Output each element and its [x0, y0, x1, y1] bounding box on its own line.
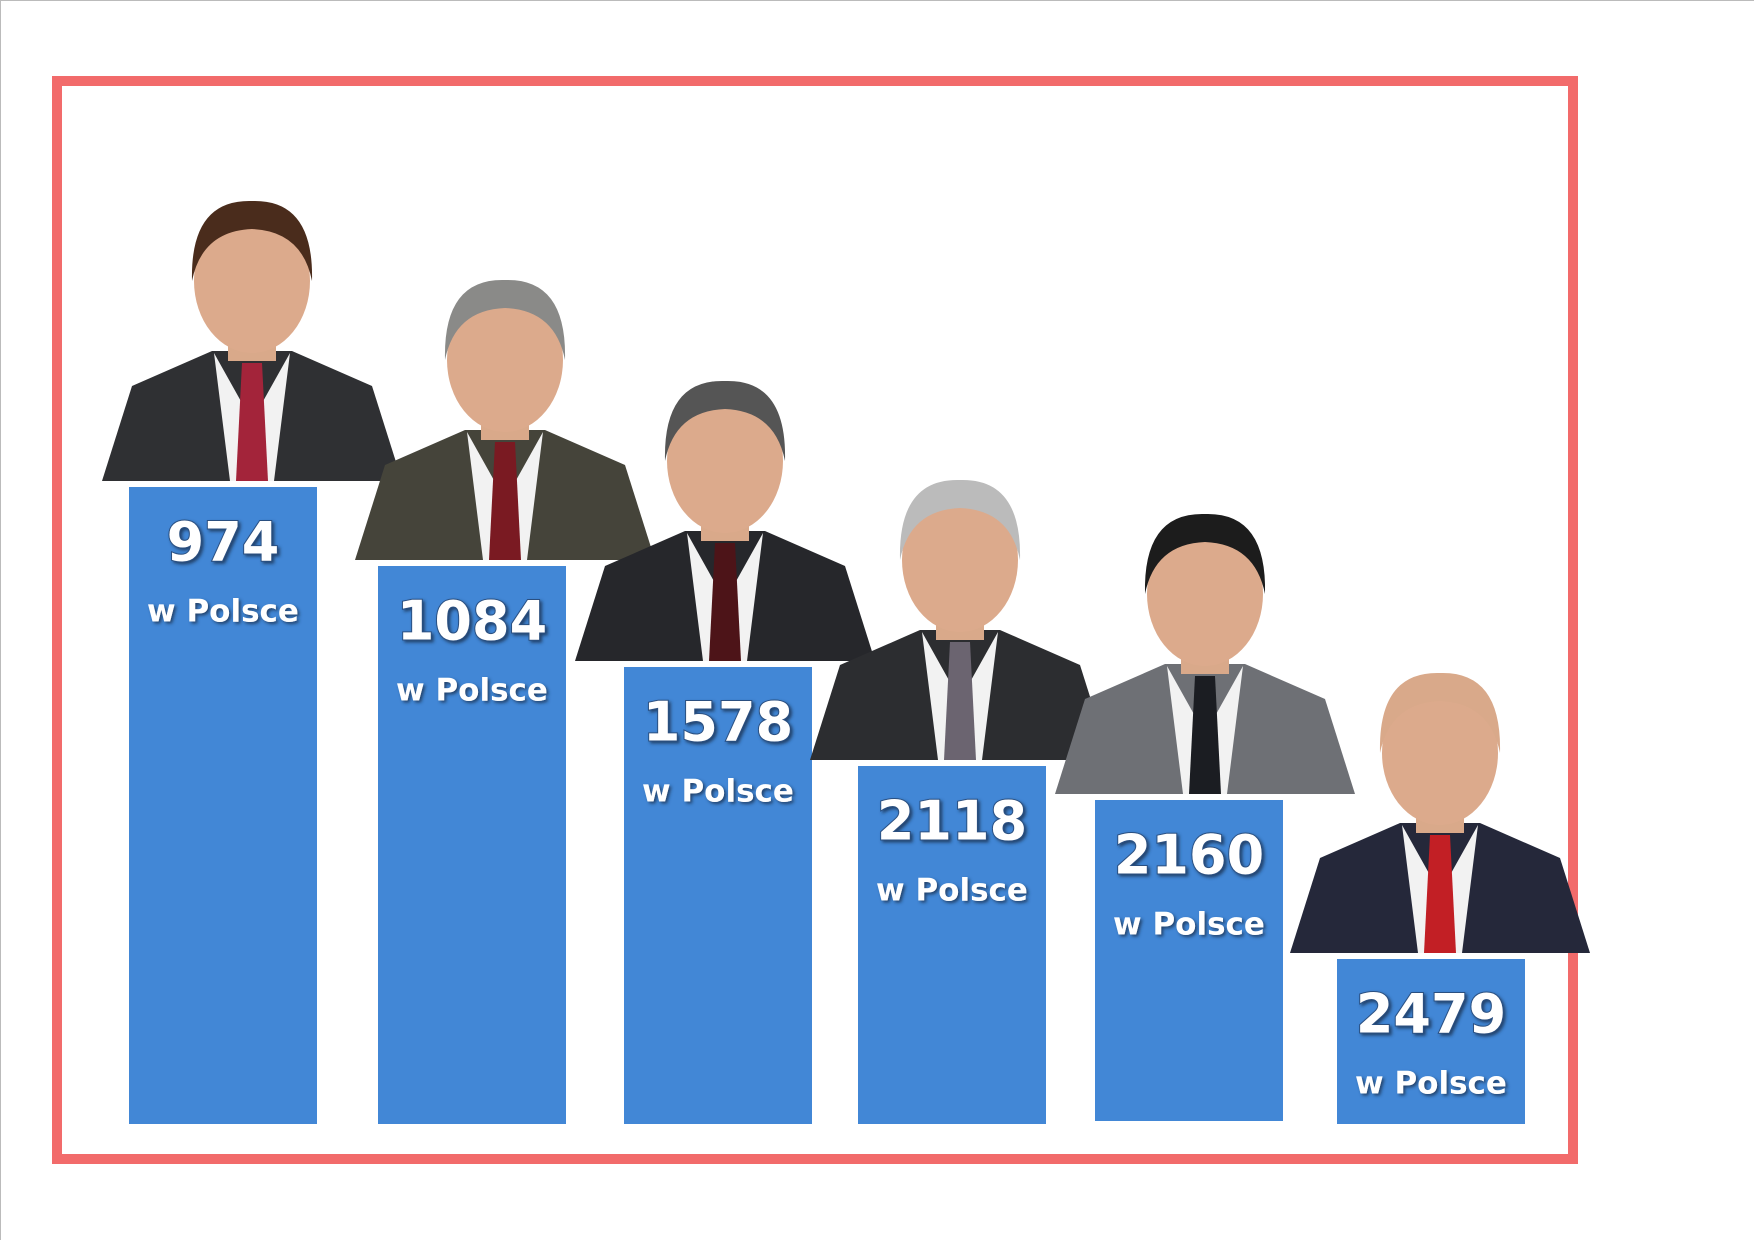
person-photo: [102, 200, 402, 481]
frame: [52, 76, 1578, 1164]
person-photo: [575, 380, 875, 661]
tie: [489, 442, 521, 560]
rank-number: 2118: [877, 790, 1027, 853]
rank-label: w Polsce: [1113, 907, 1265, 943]
hair: [1144, 513, 1266, 594]
person-photo: [810, 479, 1110, 760]
bar: [1095, 800, 1283, 1121]
shirt: [687, 533, 763, 661]
bar: [624, 667, 812, 1124]
head: [667, 389, 783, 533]
tie: [236, 363, 268, 481]
rank-number: 1084: [397, 590, 547, 653]
shirt: [1167, 666, 1243, 794]
person-photo: [355, 279, 655, 560]
hair: [191, 200, 313, 281]
rank-label: w Polsce: [642, 774, 794, 810]
rank-number: 2479: [1356, 983, 1506, 1046]
head: [1147, 522, 1263, 666]
rank-label: w Polsce: [147, 594, 299, 630]
rank-number: 974: [167, 511, 280, 574]
rank-number: 1578: [643, 691, 793, 754]
tie: [709, 543, 741, 661]
head: [194, 209, 310, 353]
head: [447, 288, 563, 432]
tie: [1189, 676, 1221, 794]
tie: [1424, 835, 1456, 953]
hair: [664, 380, 786, 461]
head: [1382, 681, 1498, 825]
bar: [378, 566, 566, 1124]
rank-label: w Polsce: [1355, 1066, 1507, 1102]
tie: [944, 642, 976, 760]
head: [902, 488, 1018, 632]
bar: [1337, 959, 1525, 1124]
person-photo: [1290, 672, 1590, 953]
shirt: [214, 353, 290, 481]
rank-label: w Polsce: [876, 873, 1028, 909]
hair: [899, 479, 1021, 560]
shirt: [922, 632, 998, 760]
person-photo: [1055, 513, 1355, 794]
bar: [129, 487, 317, 1124]
bar: [858, 766, 1046, 1124]
hair: [1379, 672, 1501, 753]
shirt: [1402, 825, 1478, 953]
hair: [444, 279, 566, 360]
shirt: [467, 432, 543, 560]
rank-label: w Polsce: [396, 673, 548, 709]
rank-number: 2160: [1114, 824, 1264, 887]
